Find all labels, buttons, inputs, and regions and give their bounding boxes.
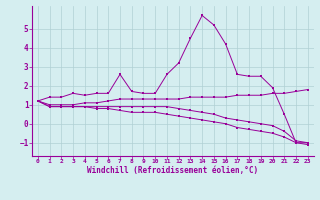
X-axis label: Windchill (Refroidissement éolien,°C): Windchill (Refroidissement éolien,°C) xyxy=(87,166,258,175)
